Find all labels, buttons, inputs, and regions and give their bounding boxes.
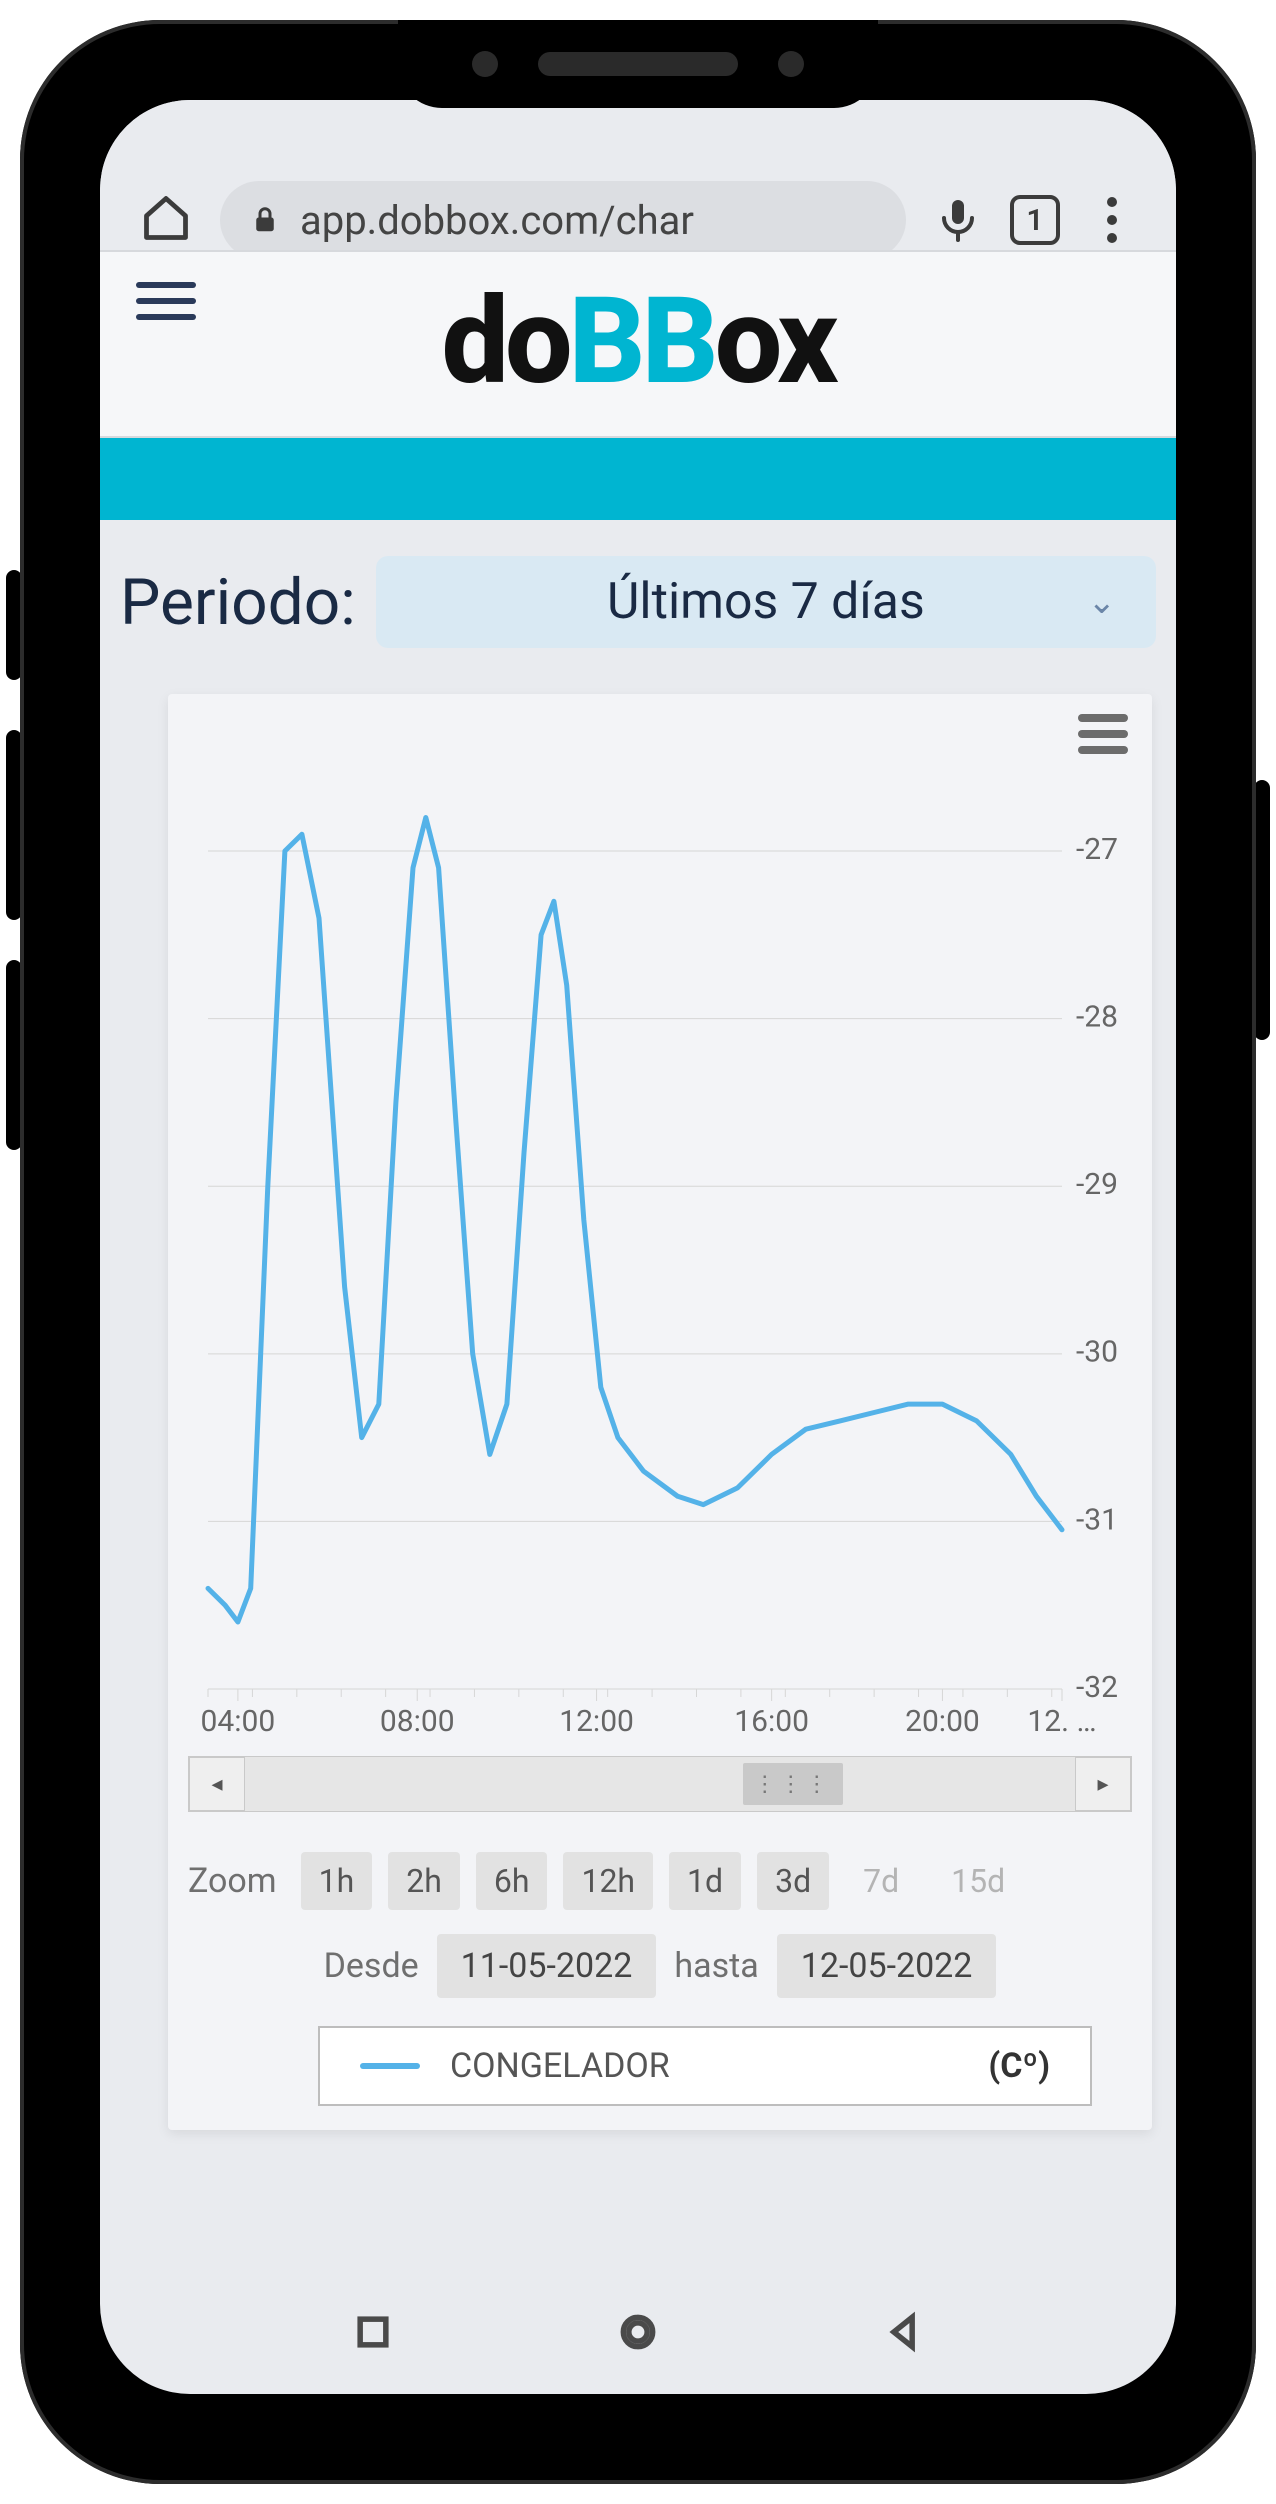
home-icon[interactable] [140,192,192,248]
chart-navigator[interactable]: ◂ ⋮⋮⋮ ▸ [188,1756,1132,1812]
svg-text:-31: -31 [1076,1502,1118,1537]
navigator-track[interactable]: ⋮⋮⋮ [245,1757,1075,1811]
chevron-down-icon: ⌄ [1088,582,1117,622]
phone-notch [398,20,878,108]
tabs-indicator[interactable]: 1 [1010,195,1060,245]
svg-text:04:00: 04:00 [201,1704,276,1739]
svg-text:-28: -28 [1076,1000,1118,1035]
legend-unit: (Cº) [988,2046,1050,2086]
svg-text:-27: -27 [1076,832,1118,867]
period-row: Periodo: Últimos 7 días ⌄ [100,520,1176,664]
navigator-thumb[interactable]: ⋮⋮⋮ [743,1763,843,1805]
period-select[interactable]: Últimos 7 días ⌄ [376,556,1156,648]
zoom-button-3d[interactable]: 3d [757,1852,829,1910]
navigator-right-arrow[interactable]: ▸ [1075,1757,1131,1811]
app-logo: doBBox [130,272,1146,412]
navigator-left-arrow[interactable]: ◂ [189,1757,245,1811]
url-text: app.dobbox.com/char [300,197,876,244]
android-nav-bar [100,2274,1176,2394]
zoom-row: Zoom 1h 2h 6h 12h 1d 3d 7d 15d [188,1852,1132,1910]
hamburger-icon[interactable] [136,282,196,320]
app-header: doBBox [100,250,1176,438]
chart-svg: -27 -28 -29 -30 -31 -32 04:00 08:00 12:00 16:00 20… [168,694,1152,1744]
browser-toolbar: app.dobbox.com/char 1 [100,100,1176,250]
zoom-button-12h[interactable]: 12h [563,1852,653,1910]
zoom-button-2h[interactable]: 2h [388,1852,460,1910]
chart-legend[interactable]: CONGELADOR (Cº) [318,2026,1092,2106]
svg-text:20:00: 20:00 [905,1704,980,1739]
zoom-button-6h[interactable]: 6h [476,1852,548,1910]
date-range-row: Desde 11-05-2022 hasta 12-05-2022 [188,1934,1132,1998]
android-recent-icon[interactable] [351,2310,395,2358]
zoom-button-7d: 7d [845,1852,917,1910]
browser-menu-icon[interactable] [1088,197,1136,243]
logo-part-b: BB [569,272,715,412]
date-to-input[interactable]: 12-05-2022 [777,1934,997,1998]
screen: app.dobbox.com/char 1 doBBox [100,100,1176,2394]
mic-icon[interactable] [934,196,982,244]
svg-text:12:00: 12:00 [559,1704,634,1739]
logo-part-c: ox [715,272,835,412]
svg-text:16:00: 16:00 [734,1704,809,1739]
date-to-label: hasta [674,1946,758,1986]
chart-card: -27 -28 -29 -30 -31 -32 04:00 08:00 12:00 16:00 20… [168,694,1152,2130]
phone-frame: app.dobbox.com/char 1 doBBox [20,20,1256,2484]
accent-strip [100,438,1176,520]
svg-text:-30: -30 [1076,1335,1118,1370]
android-home-icon[interactable] [616,2310,660,2358]
zoom-button-15d: 15d [933,1852,1023,1910]
zoom-button-1d[interactable]: 1d [669,1852,741,1910]
zoom-label: Zoom [188,1861,277,1901]
lock-icon [250,205,280,235]
svg-text:-29: -29 [1076,1167,1118,1202]
legend-swatch [360,2063,420,2069]
svg-text:08:00: 08:00 [380,1704,455,1739]
date-from-input[interactable]: 11-05-2022 [437,1934,657,1998]
logo-part-a: do [441,272,568,412]
zoom-button-1h[interactable]: 1h [301,1852,373,1910]
period-label: Periodo: [120,565,356,640]
phone-power-button [1254,780,1270,1040]
tab-count: 1 [1026,203,1043,238]
url-bar[interactable]: app.dobbox.com/char [220,181,906,259]
legend-series-name: CONGELADOR [450,2046,958,2086]
svg-text:-32: -32 [1076,1670,1118,1705]
period-selected-value: Últimos 7 días [607,573,925,631]
svg-text:12. …: 12. … [1027,1704,1096,1739]
chart-area[interactable]: -27 -28 -29 -30 -31 -32 04:00 08:00 12:00 16:00 20… [168,694,1152,1744]
android-back-icon[interactable] [881,2310,925,2358]
date-from-label: Desde [324,1946,419,1986]
